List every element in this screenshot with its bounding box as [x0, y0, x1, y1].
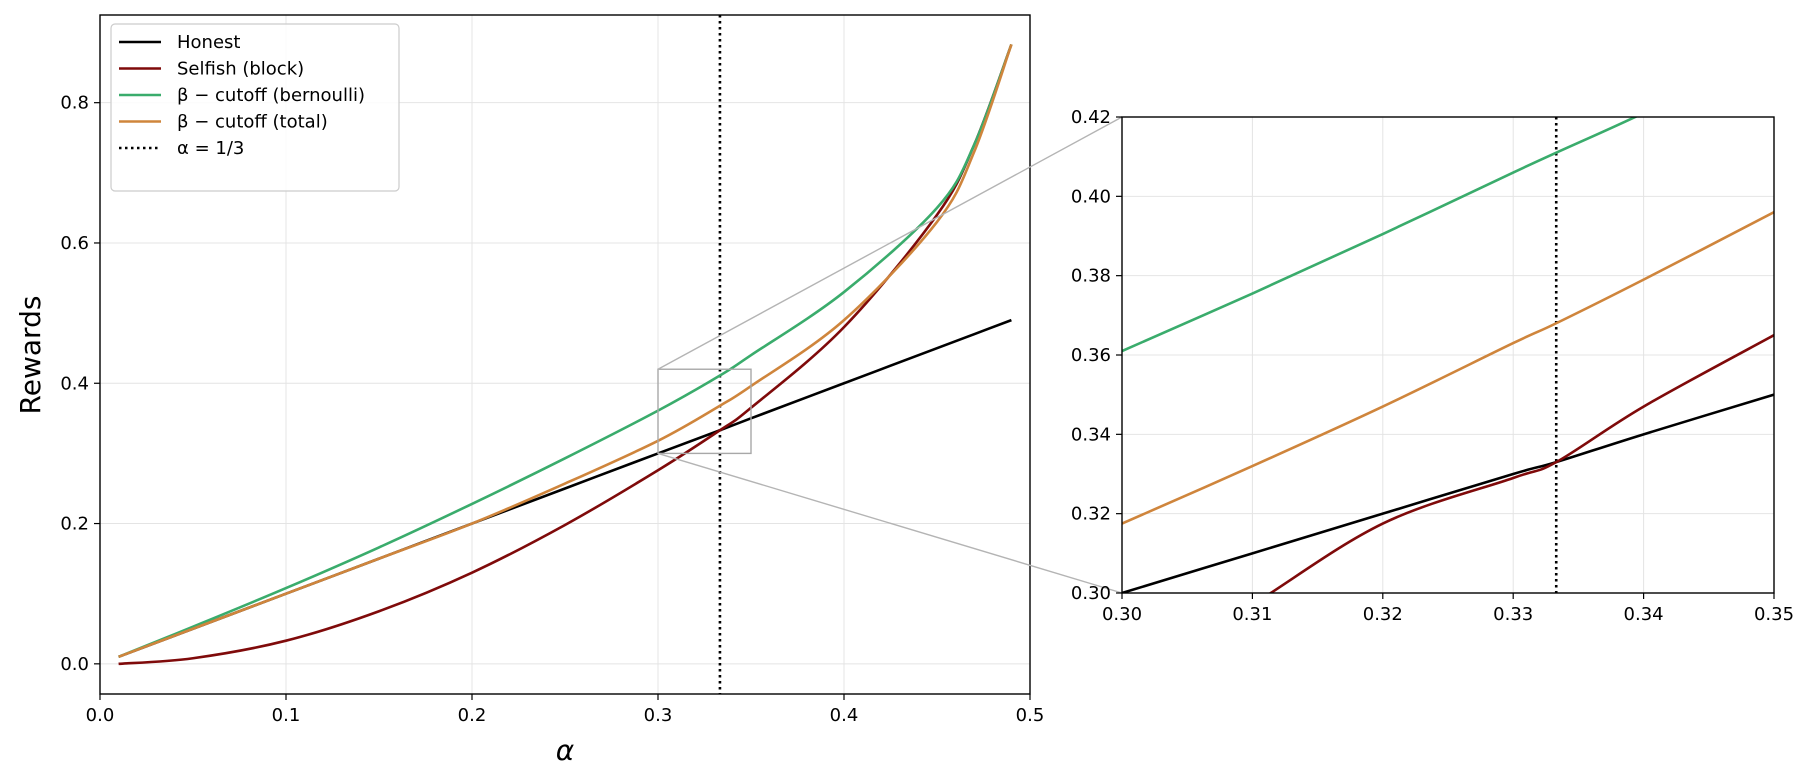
inset-x-tick-label: 0.30: [1102, 604, 1142, 625]
legend-label-honest: Honest: [177, 32, 240, 53]
legend-entries: Honest Selfish (block) β − cutoff (bernoul…: [119, 32, 365, 159]
main-y-tick-label: 0.4: [60, 373, 89, 394]
main-ticks: 0.0 0.1 0.2 0.3 0.4 0.5 0.0 0.2 0.4 0.6 0.8: [60, 93, 1044, 726]
main-y-tick-label: 0.2: [60, 514, 89, 535]
zoom-connector-bottom: [657, 452, 1123, 594]
inset-y-tick-label: 0.42: [1071, 107, 1111, 128]
main-x-tick-label: 0.2: [458, 705, 487, 726]
inset-y-tick-label: 0.40: [1071, 186, 1111, 207]
main-series-selfish-block: [118, 44, 1013, 666]
main-x-tick-label: 0.5: [1016, 705, 1045, 726]
inset-x-tick-label: 0.34: [1624, 604, 1664, 625]
legend-label-cutoff-bernoulli: β − cutoff (bernoulli): [177, 85, 365, 106]
inset-series-honest: [1122, 393, 1774, 593]
main-y-axis-label: Rewards: [14, 296, 47, 415]
legend: Honest Selfish (block) β − cutoff (bernoul…: [110, 23, 400, 192]
main-x-tick-label: 0.0: [86, 705, 115, 726]
main-x-tick-label: 0.4: [830, 705, 859, 726]
zoom-indicator-box: [657, 368, 752, 455]
inset-ticks: 0.30 0.31 0.32 0.33 0.34 0.35 0.30 0.32 0.34 0.36…: [1071, 107, 1794, 625]
main-chart: 0.0 0.1 0.2 0.3 0.4 0.5 0.0 0.2 0.4 0.6 0.8 α Rewa…: [14, 14, 1044, 767]
inset-y-tick-label: 0.32: [1071, 504, 1111, 525]
main-x-tick-label: 0.1: [272, 705, 301, 726]
legend-label-selfish-block: Selfish (block): [177, 59, 304, 80]
zoom-connectors: [657, 116, 1123, 594]
main-x-tick-label: 0.3: [644, 705, 673, 726]
inset-series-selfish-block: [1268, 334, 1774, 593]
inset-x-tick-label: 0.35: [1754, 604, 1794, 625]
inset-y-tick-label: 0.38: [1071, 266, 1111, 287]
main-y-tick-label: 0.8: [60, 93, 89, 114]
main-x-axis-label: α: [556, 734, 575, 767]
main-y-tick-label: 0.6: [60, 233, 89, 254]
inset-series-layer: [1122, 117, 1774, 593]
inset-x-tick-label: 0.33: [1493, 604, 1533, 625]
main-y-tick-label: 0.0: [60, 654, 89, 675]
inset-chart: 0.30 0.31 0.32 0.33 0.34 0.35 0.30 0.32 0.34 0.36…: [1071, 107, 1794, 625]
zoom-connector-top: [657, 116, 1123, 370]
inset-series-cutoff-bernoulli: [1122, 117, 1639, 353]
main-axes-frame: [99, 14, 1031, 695]
inset-series-cutoff-total: [1122, 211, 1774, 525]
legend-box: [110, 23, 400, 192]
inset-x-tick-label: 0.31: [1232, 604, 1272, 625]
main-series-cutoff-bernoulli: [118, 44, 1013, 659]
inset-y-tick-label: 0.34: [1071, 424, 1111, 445]
legend-label-1-3: α = 1/3: [177, 138, 244, 159]
inset-y-tick-label: 0.30: [1071, 583, 1111, 604]
inset-x-tick-label: 0.32: [1363, 604, 1403, 625]
legend-label-cutoff-total: β − cutoff (total): [177, 112, 328, 133]
main-gridlines: [99, 15, 1031, 694]
inset-y-tick-label: 0.36: [1071, 345, 1111, 366]
